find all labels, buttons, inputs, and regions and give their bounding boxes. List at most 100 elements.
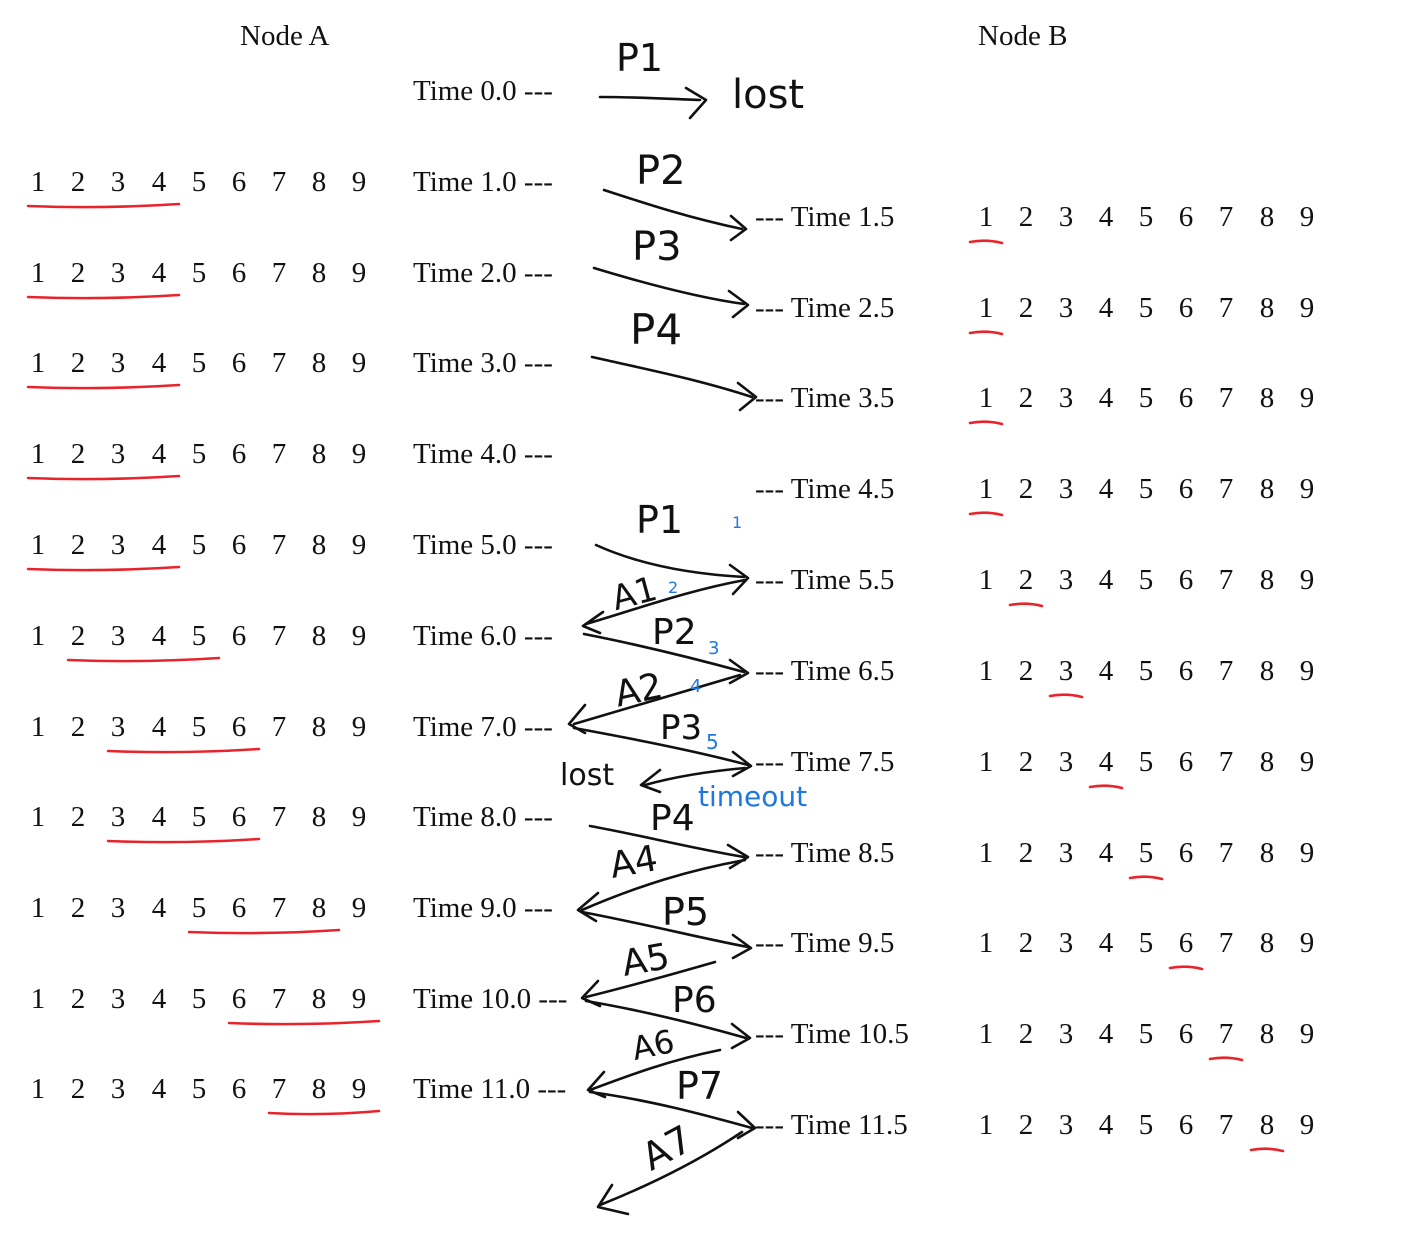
sequence-number: 6 bbox=[1178, 1018, 1194, 1050]
sequence-number: 8 bbox=[311, 257, 327, 289]
label-blue-3: 3 bbox=[708, 638, 720, 659]
time-label-b-10: --- Time 10.5 bbox=[755, 1018, 909, 1050]
arrow-p4 bbox=[590, 355, 754, 399]
sequence-number: 5 bbox=[191, 257, 207, 289]
sequence-number: 1 bbox=[30, 620, 46, 652]
sequence-number: 4 bbox=[1098, 1018, 1114, 1050]
sequence-number: 1 bbox=[30, 892, 46, 924]
sequence-number: 6 bbox=[231, 1073, 247, 1105]
arrowhead-a6 bbox=[586, 1070, 607, 1099]
sequence-number: 6 bbox=[231, 529, 247, 561]
sequence-number: 9 bbox=[351, 620, 367, 652]
sequence-number: 6 bbox=[231, 257, 247, 289]
sequence-number: 4 bbox=[1098, 746, 1114, 778]
sequence-number: 4 bbox=[151, 438, 167, 470]
label-lost-second: lost bbox=[560, 758, 615, 793]
arrowhead-a1 bbox=[581, 610, 605, 635]
sequence-number: 7 bbox=[1218, 1109, 1234, 1141]
sequence-number: 7 bbox=[1218, 564, 1234, 596]
sequence-number: 2 bbox=[70, 438, 86, 470]
arrow-p2 bbox=[602, 188, 744, 231]
sequence-number: 6 bbox=[231, 166, 247, 198]
arrowhead-p5 bbox=[731, 933, 753, 960]
sequence-number: 7 bbox=[271, 620, 287, 652]
sequence-number: 1 bbox=[978, 473, 994, 505]
sequence-number: 6 bbox=[1178, 837, 1194, 869]
sequence-number: 7 bbox=[1218, 927, 1234, 959]
sequence-number: 1 bbox=[978, 746, 994, 778]
sequence-number: 7 bbox=[271, 1073, 287, 1105]
sequence-number: 6 bbox=[231, 711, 247, 743]
sequence-number: 7 bbox=[271, 257, 287, 289]
sequence-number: 4 bbox=[151, 257, 167, 289]
sequence-number: 5 bbox=[1138, 927, 1154, 959]
sequence-number: 2 bbox=[1018, 746, 1034, 778]
sequence-number: 6 bbox=[231, 801, 247, 833]
sequence-number: 5 bbox=[1138, 201, 1154, 233]
sequence-number: 4 bbox=[1098, 655, 1114, 687]
sequence-number: 6 bbox=[1178, 1109, 1194, 1141]
arrow-a3-lost bbox=[643, 766, 747, 787]
sequence-number: 6 bbox=[1178, 201, 1194, 233]
sequence-number: 5 bbox=[1138, 837, 1154, 869]
sequence-number: 3 bbox=[110, 529, 126, 561]
sequence-number: 5 bbox=[1138, 1018, 1154, 1050]
sequence-number: 1 bbox=[978, 564, 994, 596]
label-timeout: timeout bbox=[698, 780, 808, 813]
label-p3-first: P3 bbox=[632, 224, 682, 270]
time-label-a-9: Time 9.0 --- bbox=[413, 892, 553, 924]
sequence-number: 5 bbox=[191, 983, 207, 1015]
sequence-number: 5 bbox=[191, 892, 207, 924]
arrow-a1 bbox=[584, 578, 747, 626]
sequence-number: 7 bbox=[271, 438, 287, 470]
sequence-number: 5 bbox=[1138, 1109, 1154, 1141]
sequence-number: 2 bbox=[1018, 837, 1034, 869]
sequence-number: 8 bbox=[1259, 292, 1275, 324]
sequence-number: 3 bbox=[110, 711, 126, 743]
label-blue-4: 4 bbox=[690, 676, 702, 697]
time-label-a-5: Time 5.0 --- bbox=[413, 529, 553, 561]
arrowhead-p1-lost bbox=[684, 86, 708, 120]
arrow-p5 bbox=[580, 910, 750, 949]
sequence-number: 9 bbox=[1299, 292, 1315, 324]
sequence-number: 1 bbox=[978, 292, 994, 324]
sequence-number: 3 bbox=[110, 983, 126, 1015]
time-label-a-3: Time 3.0 --- bbox=[413, 347, 553, 379]
arrow-p2-retx bbox=[582, 632, 746, 674]
arrow-p3 bbox=[592, 266, 746, 306]
arrow-p1-lost bbox=[598, 95, 702, 102]
sequence-number: 1 bbox=[978, 382, 994, 414]
label-lost-first: lost bbox=[732, 72, 805, 118]
sequence-number: 9 bbox=[1299, 201, 1315, 233]
sequence-number: 2 bbox=[70, 1073, 86, 1105]
sequence-number: 2 bbox=[1018, 473, 1034, 505]
sequence-number: 6 bbox=[231, 438, 247, 470]
sequence-number: 3 bbox=[110, 257, 126, 289]
sequence-number: 9 bbox=[351, 1073, 367, 1105]
arrow-p3-retx bbox=[572, 726, 750, 767]
sequence-number: 1 bbox=[978, 1109, 994, 1141]
sequence-number: 3 bbox=[110, 620, 126, 652]
sequence-number: 2 bbox=[1018, 655, 1034, 687]
arrow-a2 bbox=[572, 673, 742, 726]
label-blue-1: 1 bbox=[732, 513, 743, 532]
sequence-number: 4 bbox=[151, 529, 167, 561]
sequence-number: 3 bbox=[1058, 1018, 1074, 1050]
sequence-number: 4 bbox=[1098, 564, 1114, 596]
sequence-number: 7 bbox=[1218, 746, 1234, 778]
time-label-a-4: Time 4.0 --- bbox=[413, 438, 553, 470]
time-label-b-2: --- Time 2.5 bbox=[755, 292, 895, 324]
sequence-number: 7 bbox=[271, 347, 287, 379]
sequence-number: 2 bbox=[1018, 1018, 1034, 1050]
arrowhead-p3-retx bbox=[731, 750, 753, 778]
label-p1-retx: P1 bbox=[636, 498, 684, 542]
sequence-number: 2 bbox=[1018, 927, 1034, 959]
sequence-number: 8 bbox=[311, 347, 327, 379]
sequence-number: 1 bbox=[30, 257, 46, 289]
sequence-number: 8 bbox=[1259, 473, 1275, 505]
time-label-b-6: --- Time 6.5 bbox=[755, 655, 895, 687]
sequence-number: 1 bbox=[30, 801, 46, 833]
sequence-number: 9 bbox=[1299, 473, 1315, 505]
sequence-number: 7 bbox=[271, 166, 287, 198]
sequence-number: 9 bbox=[1299, 837, 1315, 869]
